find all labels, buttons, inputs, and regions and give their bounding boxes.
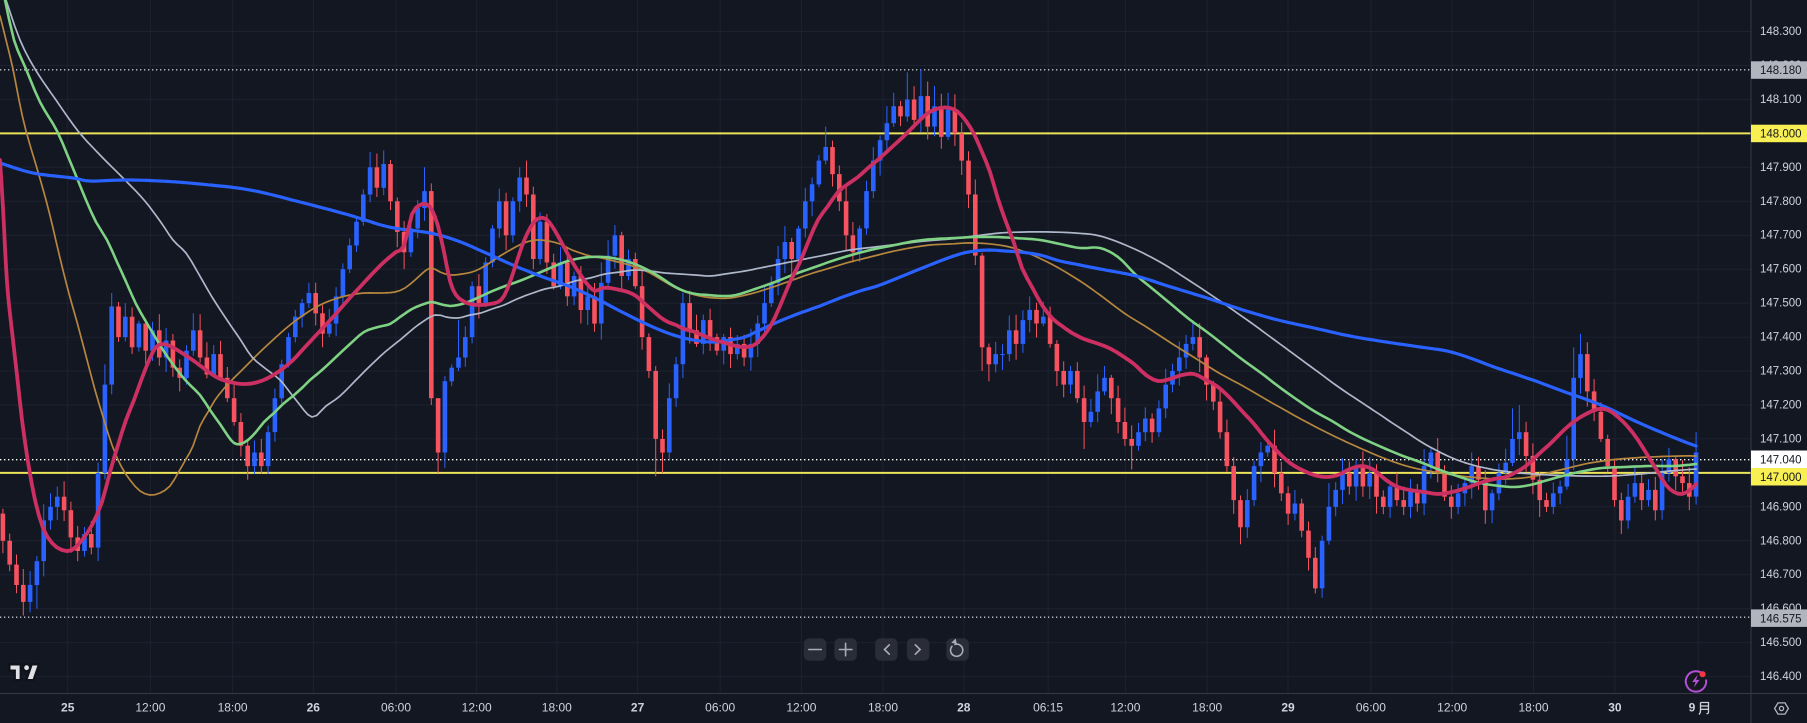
svg-text:146.700: 146.700 bbox=[1760, 569, 1802, 581]
svg-text:9: 9 bbox=[1689, 701, 1696, 715]
svg-text:147.900: 147.900 bbox=[1760, 162, 1802, 174]
svg-text:148.300: 148.300 bbox=[1760, 26, 1802, 38]
svg-text:147.500: 147.500 bbox=[1760, 298, 1802, 310]
svg-text:12:00: 12:00 bbox=[1437, 701, 1467, 715]
svg-text:147.300: 147.300 bbox=[1760, 366, 1802, 378]
svg-text:147.700: 147.700 bbox=[1760, 230, 1802, 242]
svg-text:06:00: 06:00 bbox=[705, 701, 735, 715]
svg-text:18:00: 18:00 bbox=[542, 701, 572, 715]
svg-text:147.600: 147.600 bbox=[1760, 264, 1802, 276]
svg-text:27: 27 bbox=[631, 701, 645, 715]
svg-text:12:00: 12:00 bbox=[462, 701, 492, 715]
svg-text:18:00: 18:00 bbox=[218, 701, 248, 715]
svg-text:30: 30 bbox=[1608, 701, 1622, 715]
svg-text:146.575: 146.575 bbox=[1760, 613, 1802, 625]
svg-text:26: 26 bbox=[307, 701, 321, 715]
svg-text:12:00: 12:00 bbox=[1110, 701, 1140, 715]
svg-text:12:00: 12:00 bbox=[135, 701, 165, 715]
svg-text:147.000: 147.000 bbox=[1760, 472, 1802, 484]
svg-text:28: 28 bbox=[957, 701, 971, 715]
svg-text:25: 25 bbox=[61, 701, 75, 715]
svg-text:146.500: 146.500 bbox=[1760, 637, 1802, 649]
svg-text:06:15: 06:15 bbox=[1033, 701, 1063, 715]
svg-text:147.100: 147.100 bbox=[1760, 433, 1802, 445]
svg-text:147.200: 147.200 bbox=[1760, 400, 1802, 412]
svg-text:147.040: 147.040 bbox=[1760, 454, 1802, 466]
svg-text:146.800: 146.800 bbox=[1760, 535, 1802, 547]
svg-text:148.180: 148.180 bbox=[1760, 65, 1802, 77]
svg-text:29: 29 bbox=[1281, 701, 1295, 715]
svg-text:18:00: 18:00 bbox=[868, 701, 898, 715]
svg-text:148.000: 148.000 bbox=[1760, 129, 1802, 141]
svg-text:06:00: 06:00 bbox=[1356, 701, 1386, 715]
svg-text:146.900: 146.900 bbox=[1760, 501, 1802, 513]
svg-text:12:00: 12:00 bbox=[786, 701, 816, 715]
svg-text:147.400: 147.400 bbox=[1760, 332, 1802, 344]
svg-text:18:00: 18:00 bbox=[1518, 701, 1548, 715]
svg-text:146.400: 146.400 bbox=[1760, 671, 1802, 683]
svg-text:18:00: 18:00 bbox=[1192, 701, 1222, 715]
svg-text:06:00: 06:00 bbox=[381, 701, 411, 715]
svg-text:148.100: 148.100 bbox=[1760, 94, 1802, 106]
svg-text:147.800: 147.800 bbox=[1760, 196, 1802, 208]
